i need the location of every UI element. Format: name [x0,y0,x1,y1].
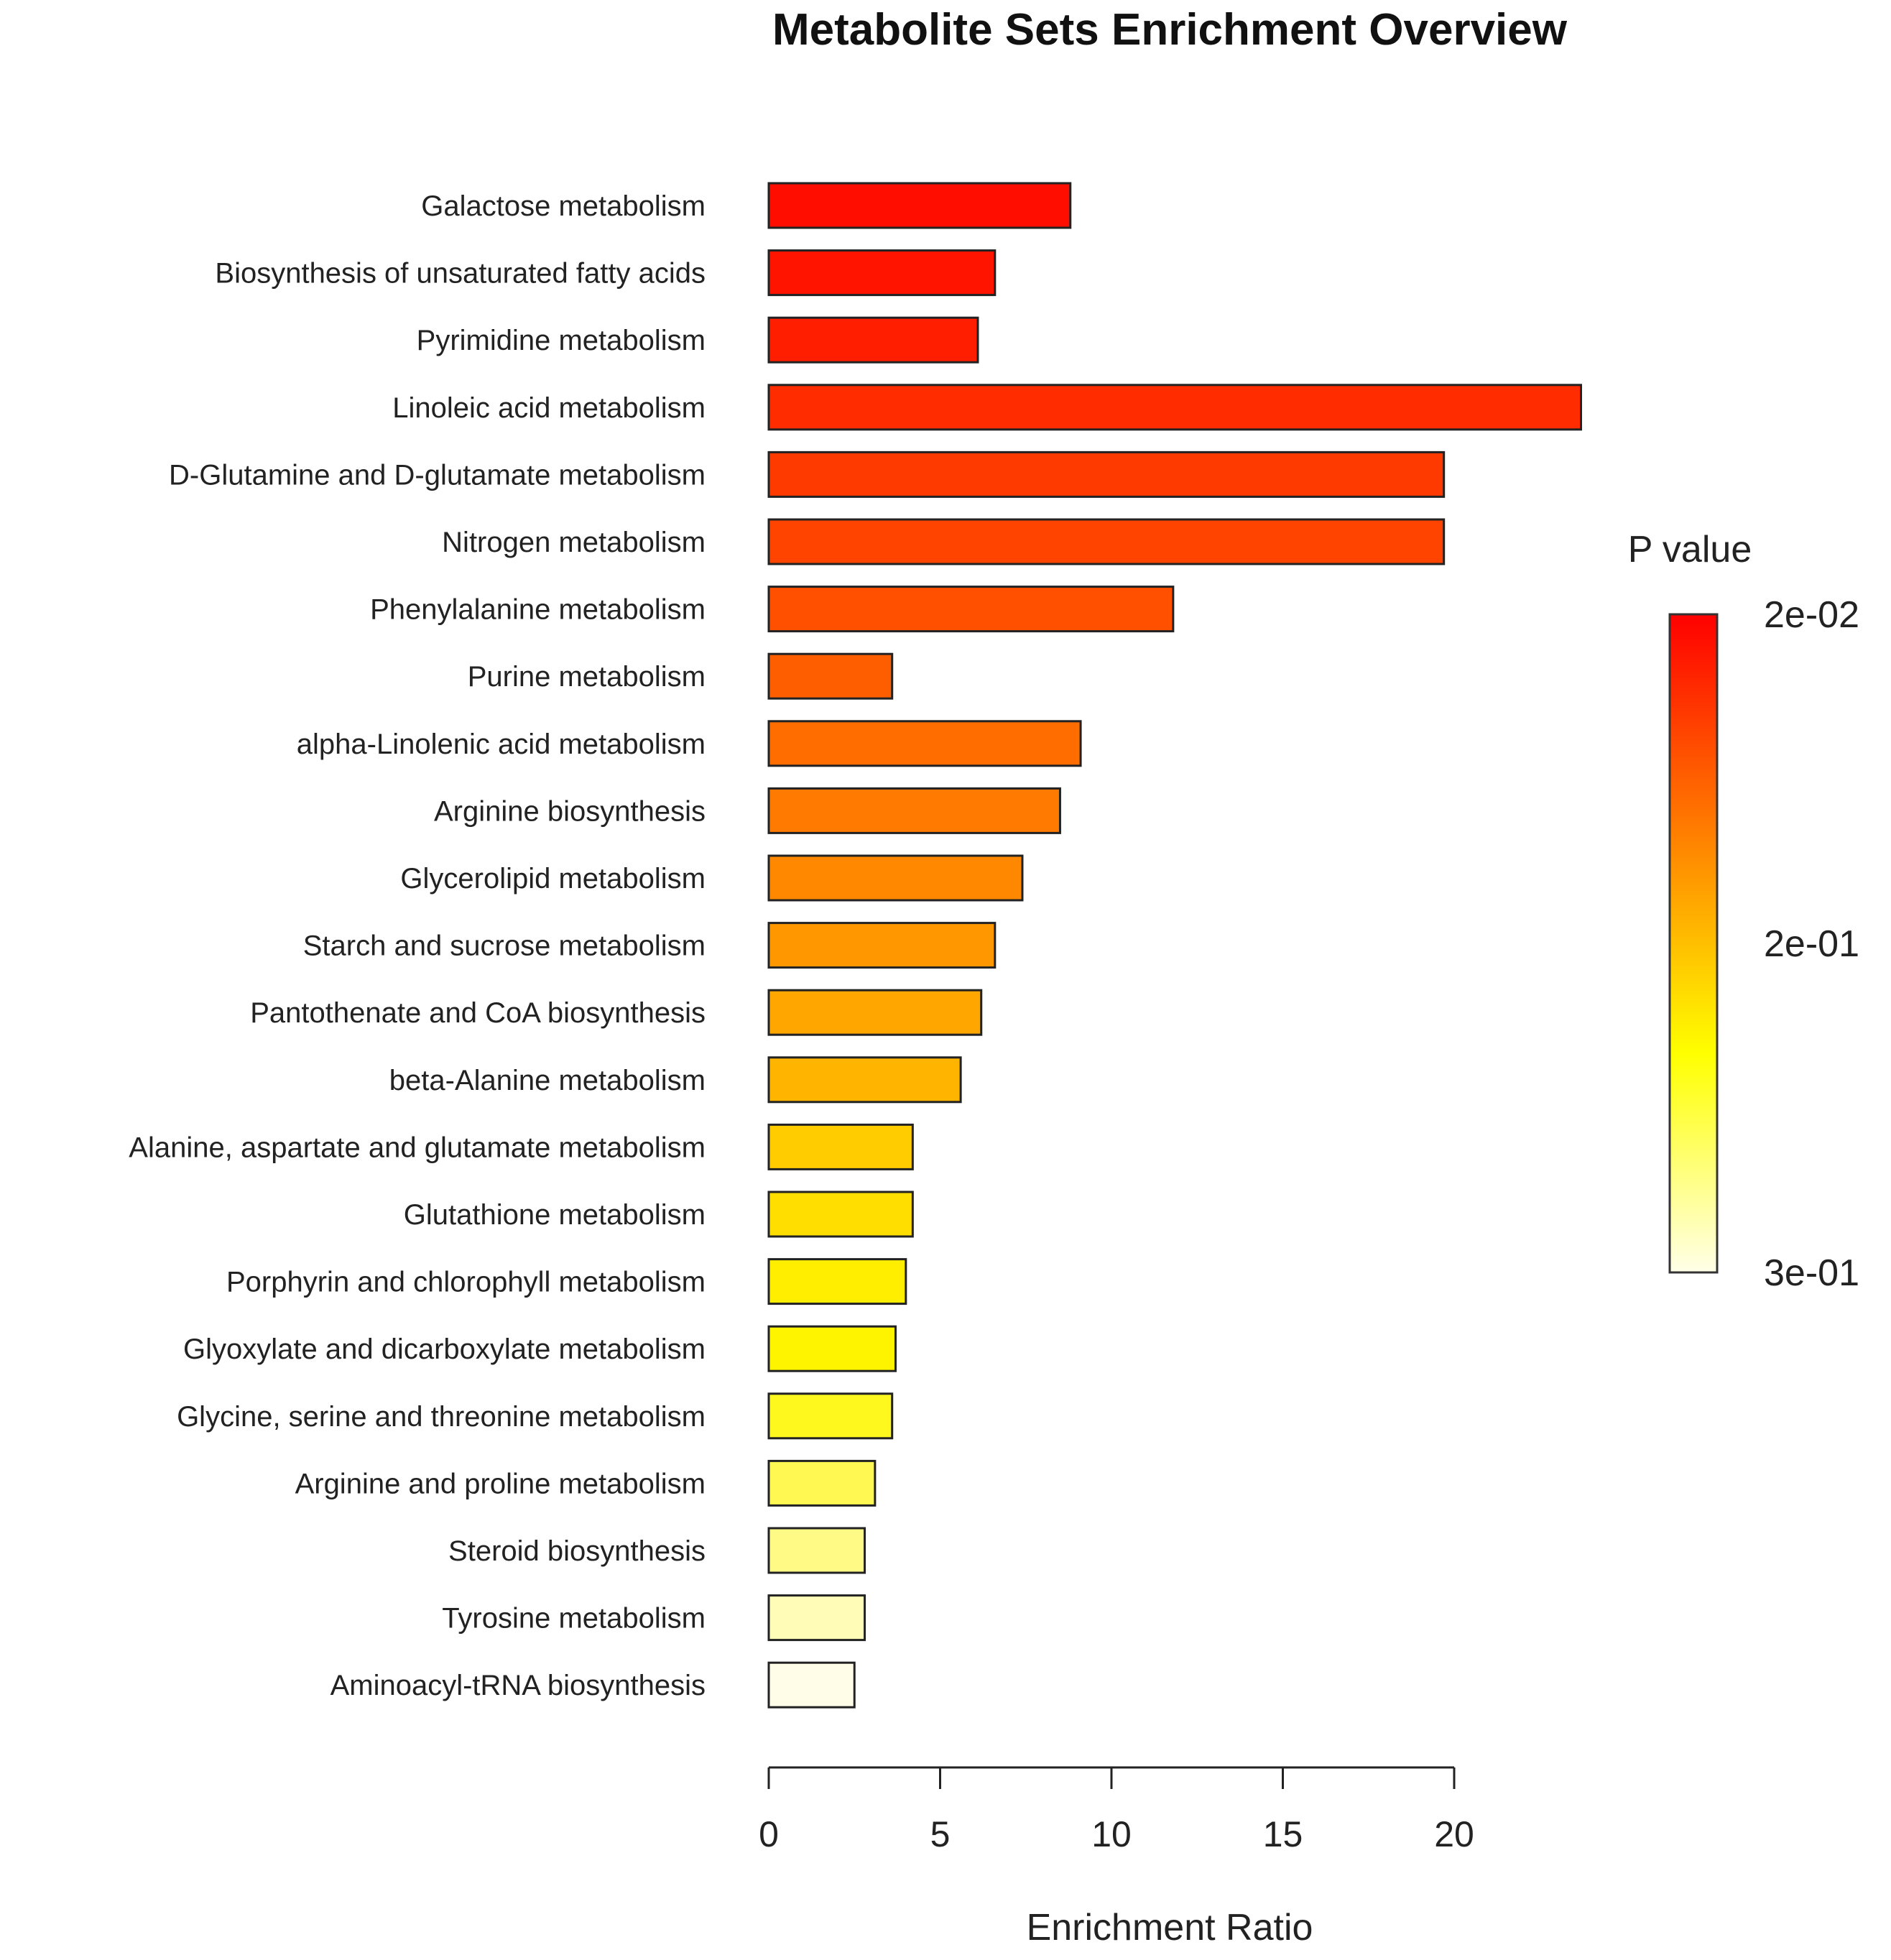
category-label: Pyrimidine metabolism [417,325,706,356]
category-label: Arginine biosynthesis [434,795,706,827]
category-label: alpha-Linolenic acid metabolism [297,729,706,760]
category-label: Nitrogen metabolism [442,527,706,558]
bar [767,1191,914,1238]
x-axis-title: Enrichment Ratio [1027,1907,1313,1949]
category-label: Galactose metabolism [421,190,706,222]
x-tick-label: 0 [759,1814,779,1854]
x-tick-label: 20 [1434,1814,1474,1854]
bar [767,450,1446,498]
legend-tick-label: 2e-02 [1764,594,1859,636]
category-label: Linoleic acid metabolism [392,392,706,424]
bar [767,1258,907,1305]
category-labels: Galactose metabolism Biosynthesis of unsa… [129,190,706,1701]
category-label: Porphyrin and chlorophyll metabolism [226,1267,706,1298]
x-tick-label: 10 [1091,1814,1132,1854]
category-label: Tyrosine metabolism [442,1603,706,1635]
bar [767,1459,877,1507]
bar [767,720,1082,767]
bar [767,787,1061,834]
bar [767,249,997,297]
category-label: Arginine and proline metabolism [295,1468,706,1499]
category-label: beta-Alanine metabolism [389,1065,706,1096]
bar [767,922,997,969]
category-label: Pantothenate and CoA biosynthesis [250,997,706,1029]
category-label: Aminoacyl-tRNA biosynthesis [330,1670,706,1701]
bar [767,316,979,364]
category-label: Biosynthesis of unsaturated fatty acids [215,258,706,290]
category-label: Steroid biosynthesis [448,1535,706,1567]
category-label: Starch and sucrose metabolism [303,930,706,962]
x-axis: 0 5 10 15 20 [759,1766,1474,1854]
bar [767,586,1175,633]
category-label: Glutathione metabolism [404,1199,706,1231]
x-tick-label: 15 [1263,1814,1303,1854]
legend-color-bar [1668,613,1719,1274]
bar [767,1325,897,1372]
category-label: Purine metabolism [468,661,706,693]
category-label: Glyoxylate and dicarboxylate metabolism [183,1333,706,1365]
legend-tick-label: 3e-01 [1764,1252,1859,1294]
bar [767,854,1024,902]
bar [767,182,1072,229]
bars [767,182,1582,1709]
legend-tick-label: 2e-01 [1764,923,1859,965]
bar [767,384,1582,431]
bar [767,1056,962,1104]
bar [767,518,1446,565]
category-label: Glycerolipid metabolism [400,863,706,895]
category-label: Alanine, aspartate and glutamate metabol… [129,1132,706,1163]
bar [767,1392,894,1440]
category-label: D-Glutamine and D-glutamate metabolism [169,459,706,491]
bar [767,1527,866,1574]
bar [767,989,983,1036]
p-value-legend: P value 2e-02 2e-01 3e-01 [1628,529,1859,1294]
bar [767,1594,866,1642]
x-tick-label: 5 [930,1814,951,1854]
bar [767,1661,856,1709]
legend-title: P value [1628,529,1752,570]
category-label: Phenylalanine metabolism [370,594,706,626]
category-label: Glycine, serine and threonine metabolism [177,1401,706,1433]
chart-title: Metabolite Sets Enrichment Overview [772,5,1568,55]
bar [767,652,894,700]
bar [767,1123,914,1170]
